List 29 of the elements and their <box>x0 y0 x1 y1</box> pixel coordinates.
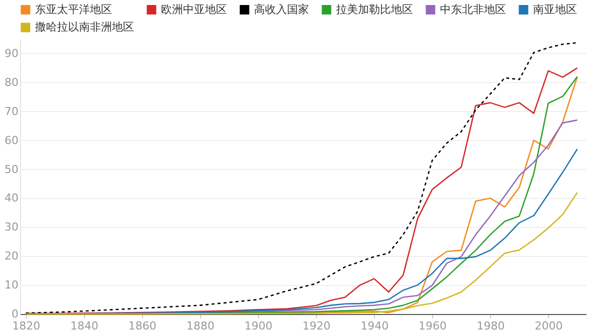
line-series <box>83 148 578 314</box>
legend-label: 中东北非地区 <box>440 2 506 16</box>
x-tick-label: 1820 <box>12 320 40 332</box>
y-tick-label: 10 <box>4 278 18 292</box>
x-tick-label: 2000 <box>534 320 563 332</box>
line-series <box>25 192 578 315</box>
y-tick-label: 0 <box>12 308 18 320</box>
x-tick-label: 1960 <box>418 320 447 332</box>
x-tick-label: 1860 <box>128 320 156 332</box>
y-tick-label: 60 <box>4 134 18 147</box>
y-tick-label: 40 <box>4 192 18 205</box>
x-tick-label: 1980 <box>476 320 505 332</box>
y-tick-label: 80 <box>4 76 18 89</box>
legend-label: 拉美加勒比地区 <box>336 2 413 16</box>
legend-label: 撒哈拉以南非洲地区 <box>35 20 134 34</box>
x-tick-label: 1940 <box>360 320 389 332</box>
y-tick-label: 30 <box>4 220 18 234</box>
legend-label: 东亚太平洋地区 <box>35 2 112 16</box>
legend-label: 南亚地区 <box>533 2 577 16</box>
y-tick-label: 70 <box>4 104 18 118</box>
y-tick-label: 20 <box>4 250 18 263</box>
x-tick-label: 1880 <box>186 320 214 332</box>
legend-label: 高收入国家 <box>254 2 309 16</box>
x-tick-label: 1840 <box>70 320 98 332</box>
y-tick-label: 50 <box>4 162 18 176</box>
legend-label: 欧洲中亚地区 <box>161 2 227 16</box>
x-tick-label: 1900 <box>244 320 273 332</box>
y-tick-label: 90 <box>4 46 18 60</box>
x-tick-label: 1920 <box>302 320 331 332</box>
